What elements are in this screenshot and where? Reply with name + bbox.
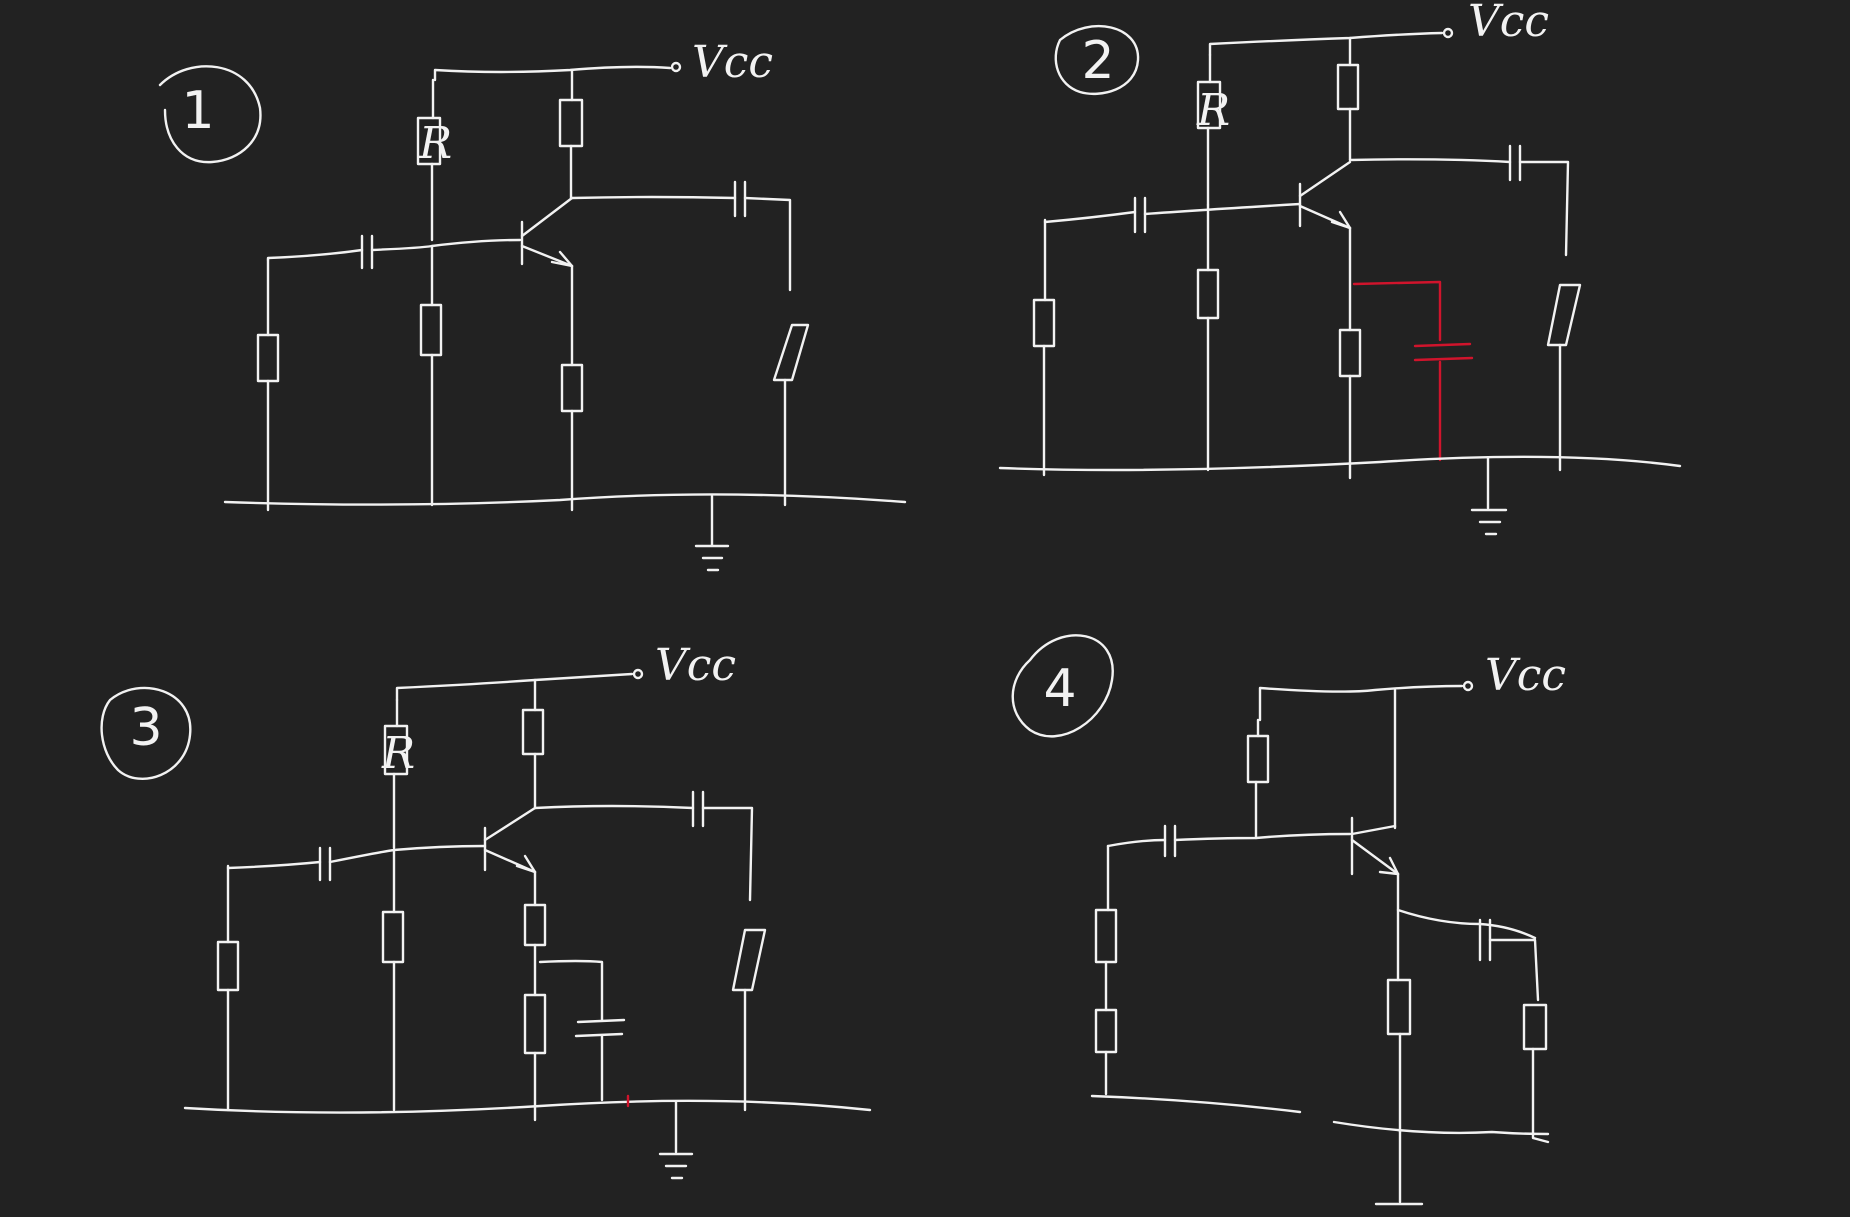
circuit-4-ground-rail (1334, 1122, 1548, 1134)
circuit-2-bias-resistor-2 (1198, 270, 1218, 318)
circuit-3-vcc-label: Vcc (655, 640, 736, 691)
circuit-4-ground-symbol (1376, 1132, 1422, 1204)
circuit-1-bias-resistor-2 (421, 305, 441, 355)
circuit-1-input-capacitor (362, 236, 372, 268)
circuit-4-output-capacitor (1480, 920, 1490, 960)
circuit-1: 1 Vcc R (160, 37, 905, 570)
circuit-1-vcc-terminal (672, 63, 680, 71)
circuit-4-bias-resistor-2 (1096, 1010, 1116, 1052)
circuit-4-base-resistor (1248, 736, 1268, 782)
circuit-1-vcc-label: Vcc (692, 37, 773, 88)
circuit-4-load-resistor (1524, 1005, 1546, 1049)
circuit-3: 3 Vcc R (102, 640, 870, 1178)
circuit-3-input-capacitor (320, 848, 330, 880)
circuit-4: 4 Vcc (1013, 635, 1566, 1204)
circuit-3-emitter-resistor-1 (525, 905, 545, 945)
circuit-2-r-label: R (1196, 85, 1230, 136)
circuit-3-bypass-capacitor (576, 1020, 624, 1100)
circuit-4-vcc-label: Vcc (1485, 650, 1566, 701)
circuit-2-output-capacitor (1510, 146, 1520, 180)
circuit-1-collector-resistor (560, 100, 582, 146)
circuit-3-input-resistor (218, 942, 238, 990)
circuit-1-number-label: 1 (181, 81, 214, 141)
circuit-3-number-label: 3 (129, 698, 162, 758)
circuit-4-input-capacitor (1165, 826, 1175, 856)
circuit-1-ground-rail (225, 494, 905, 504)
circuit-2-input-resistor (1034, 300, 1054, 346)
circuit-2-vcc-terminal (1444, 29, 1452, 37)
circuit-3-r-label: R (381, 728, 415, 779)
circuit-2-bypass-capacitor (1354, 282, 1472, 460)
circuit-3-load-resistor (733, 930, 765, 990)
circuit-2-ground-rail (1000, 457, 1680, 470)
circuit-2-load-resistor (1548, 285, 1580, 345)
circuit-4-emitter-resistor (1388, 980, 1410, 1034)
circuit-2-collector-resistor (1338, 65, 1358, 109)
circuit-2-number: 2 (1056, 26, 1138, 94)
circuit-4-input-resistor (1096, 910, 1116, 962)
circuit-1-r-label: R (418, 118, 452, 169)
circuit-3-ground-symbol (660, 1102, 692, 1178)
circuit-4-number: 4 (1013, 635, 1113, 736)
circuit-3-bias-resistor-2 (383, 912, 403, 962)
circuit-2-ground-symbol (1472, 458, 1506, 534)
circuit-3-number: 3 (102, 688, 191, 779)
circuit-4-transistor (1352, 818, 1398, 874)
circuit-1-output-capacitor (735, 182, 745, 216)
circuit-3-transistor (485, 808, 535, 872)
circuit-1-number: 1 (160, 66, 260, 162)
circuit-3-vcc-terminal (634, 670, 642, 678)
circuit-1-input-resistor (258, 335, 278, 381)
circuit-3-output-capacitor (693, 792, 703, 826)
circuit-2-emitter-resistor (1340, 330, 1360, 376)
circuit-1-ground-symbol (696, 496, 728, 570)
circuit-1-load-resistor (774, 325, 808, 380)
circuit-4-vcc-terminal (1464, 682, 1472, 690)
circuit-4-number-label: 4 (1043, 659, 1076, 719)
circuit-2-input-capacitor (1135, 198, 1145, 232)
circuit-2-number-label: 2 (1081, 31, 1114, 91)
circuit-3-collector-resistor (523, 710, 543, 754)
circuit-1-emitter-resistor (562, 365, 582, 411)
circuit-3-emitter-resistor-2 (525, 995, 545, 1053)
circuit-2: 2 Vcc R (1000, 0, 1680, 534)
circuit-1-transistor (522, 198, 572, 266)
circuit-3-ground-rail (185, 1101, 870, 1113)
circuit-2-vcc-label: Vcc (1468, 0, 1549, 47)
circuit-2-transistor (1300, 162, 1350, 228)
